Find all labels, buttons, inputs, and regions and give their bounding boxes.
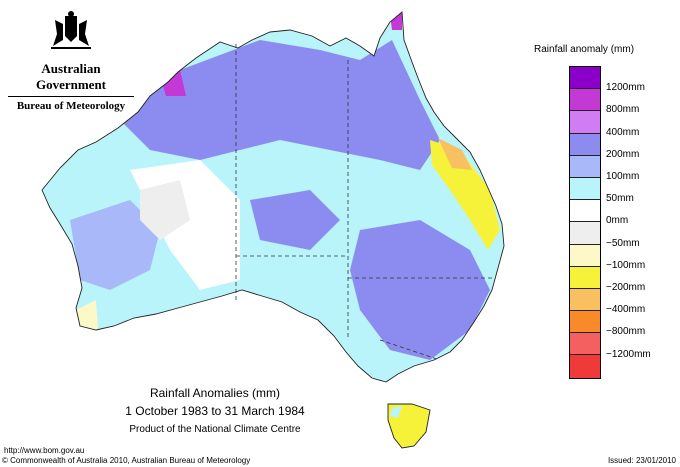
east-200mm-zone [350, 220, 490, 360]
legend-label: −800mm [606, 326, 646, 338]
legend-label: −1200mm [606, 348, 651, 360]
queensland-coast-deficit [438, 138, 472, 170]
legend-swatch [570, 111, 600, 134]
legend-swatch [570, 155, 600, 178]
legend-label: 50mm [606, 193, 634, 205]
legend-label: 1200mm [606, 82, 645, 94]
legend-label: 400mm [606, 126, 640, 138]
legend-swatch [570, 355, 600, 378]
legend-label: 200mm [606, 148, 640, 160]
southeast-corner-light [76, 300, 98, 330]
australia-coastline [41, 11, 505, 383]
north-200mm-zone [120, 40, 440, 170]
legend-label: −200mm [606, 282, 646, 293]
tasmania [387, 403, 431, 449]
footer-issued: Issued: 23/01/2010 [607, 456, 676, 465]
border-nsw-vic [379, 339, 441, 361]
legend-swatch [570, 311, 600, 334]
government-logo: Australian Government Bureau of Meteorol… [8, 10, 134, 112]
legend-swatch [570, 266, 600, 289]
legend-label: 100mm [606, 171, 640, 182]
queensland-coast-dry [430, 140, 500, 250]
map-title: Rainfall Anomalies (mm) [149, 386, 281, 400]
coat-of-arms-icon [51, 11, 91, 49]
map-period: 1 October 1983 to 31 March 1984 [125, 404, 305, 418]
legend-label: 0mm [606, 215, 629, 227]
central-dry-zone [140, 180, 190, 240]
legend-swatch [570, 288, 600, 312]
legend-label: −400mm [606, 304, 646, 316]
central-200mm-blob [250, 190, 340, 250]
southwest-200mm-zone [70, 200, 160, 290]
footer-url: http://www.bom.gov.au [4, 446, 85, 455]
government-name: Australian Government [8, 61, 134, 97]
legend-label: −50mm [606, 237, 640, 249]
legend-label: 800mm [606, 104, 640, 116]
legend-swatch [570, 89, 600, 112]
legend-swatch [570, 177, 600, 201]
map-product: Product of the National Climate Centre [129, 424, 301, 435]
legend-swatch [570, 222, 600, 245]
footer-copyright: © Commonwealth of Australia 2010, Austra… [2, 456, 251, 465]
legend-swatch [570, 333, 600, 356]
legend-title: Rainfall anomaly (mm) [534, 44, 635, 55]
tasmania-west-wet [390, 406, 402, 418]
legend-swatch [570, 133, 600, 156]
legend-color-bar [569, 66, 601, 379]
state-borders [235, 44, 492, 361]
legend-swatch [570, 67, 600, 90]
legend-label: −100mm [606, 259, 646, 271]
bureau-name: Bureau of Meteorology [16, 100, 126, 112]
legend-swatch [570, 244, 600, 267]
legend-swatch [570, 200, 600, 223]
